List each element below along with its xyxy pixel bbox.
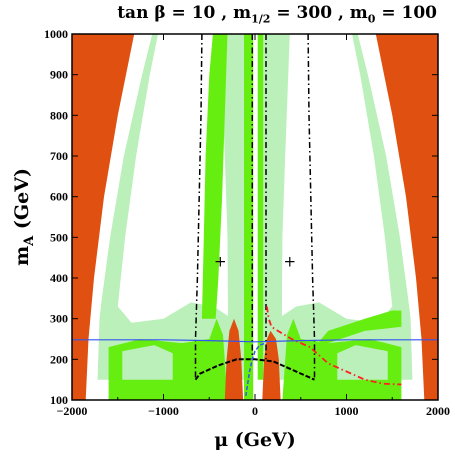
best-fit-marker-1: + xyxy=(214,253,227,271)
region-light-green-center-left xyxy=(220,34,248,380)
title-mid: = 300 , m xyxy=(270,3,368,23)
region-light-inner-left xyxy=(122,345,173,380)
y-tick-label: 1000 xyxy=(44,27,68,41)
x-axis-title: μ (GeV) xyxy=(214,429,296,451)
x-tick-label: 1000 xyxy=(335,404,359,418)
y-axis-title: mA (GeV) xyxy=(11,168,37,266)
y-axis-title-sub: A xyxy=(22,235,37,247)
y-tick-label: 900 xyxy=(50,68,68,82)
y-tick-label: 100 xyxy=(50,393,68,407)
boundary-curve-right xyxy=(357,34,419,400)
chart-title: tan β = 10 , m1/2 = 300 , m0 = 100 xyxy=(117,3,437,25)
y-tick-label: 600 xyxy=(50,190,68,204)
line-dashdot-black-left xyxy=(194,34,203,380)
line-dashed-blue xyxy=(245,342,267,397)
region-orange-bump-right xyxy=(262,330,281,400)
line-dashdot-red xyxy=(266,306,402,386)
y-tick-label: 300 xyxy=(50,312,68,326)
x-tick-label: 2000 xyxy=(426,404,450,418)
line-blue-solid xyxy=(72,339,438,343)
y-axis-title-main: m xyxy=(11,246,33,266)
y-tick-label: 500 xyxy=(50,230,68,244)
x-tick-label: −1000 xyxy=(148,404,179,418)
y-tick-label: 700 xyxy=(50,149,68,163)
y-tick-label: 400 xyxy=(50,271,68,285)
x-tick-label: −2000 xyxy=(57,404,88,418)
region-light-inner-right xyxy=(337,345,388,380)
line-layer xyxy=(72,34,438,397)
y-tick-label: 200 xyxy=(50,352,68,366)
region-orange-right xyxy=(375,34,438,400)
y-axis-title-unit: (GeV) xyxy=(11,168,33,236)
line-dashdot-black-right xyxy=(307,34,316,380)
title-sub2: 0 xyxy=(367,12,376,26)
region-green-center xyxy=(244,34,254,400)
x-tick-label: 0 xyxy=(252,404,258,418)
title-sub1: 1/2 xyxy=(251,12,271,26)
region-light-green-center-right xyxy=(262,34,290,380)
region-green-curve-right xyxy=(300,310,402,372)
region-green-left-band xyxy=(201,34,228,319)
best-fit-marker-2: + xyxy=(283,253,296,271)
region-orange-left xyxy=(72,34,135,400)
boundary-curve-left xyxy=(91,34,153,400)
title-suffix: = 100 xyxy=(375,3,437,23)
title-prefix: tan β = 10 , m xyxy=(117,3,252,23)
y-tick-label: 800 xyxy=(50,108,68,122)
marker-layer: + + xyxy=(214,253,296,271)
region-green-center-right xyxy=(257,34,264,380)
region-layer xyxy=(72,34,438,400)
line-dashed-black-bottom xyxy=(194,358,315,381)
tick-layer: −2000 −1000 0 1000 2000 100 200 300 400 500 600 700… xyxy=(44,27,450,418)
